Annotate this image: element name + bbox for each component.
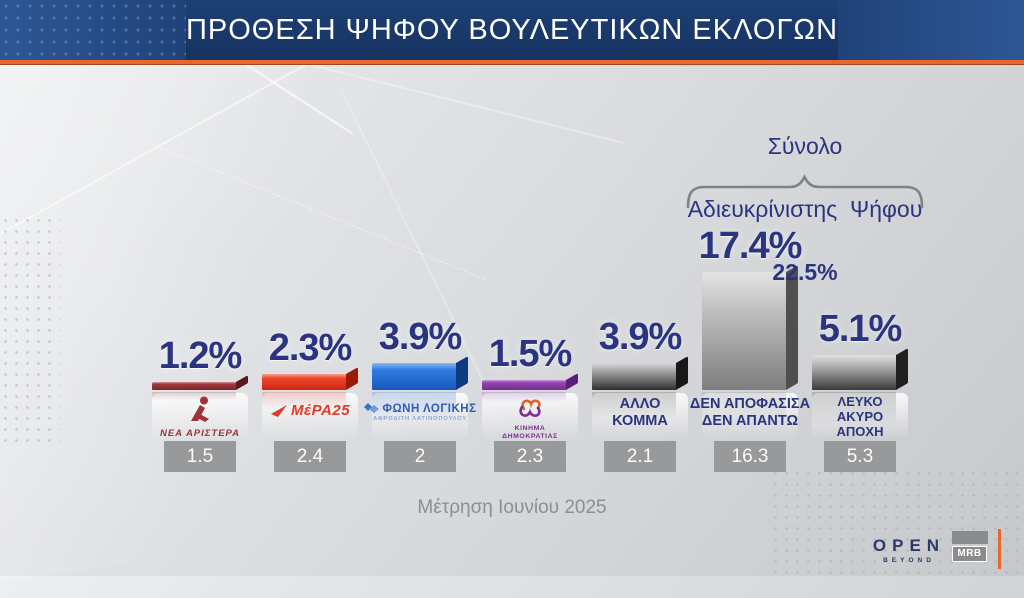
bar-face [262,374,346,390]
party-logo-text: ΝΕΑ ΑΡΙΣΤΕΡΑ [159,428,241,439]
previous-value-box: 2.3 [494,441,566,472]
bar-side-face [566,373,578,390]
bar-column-mera25: 2.3% ΜέΡΑ25 2.4 [262,0,358,576]
mera25-arrow-icon [270,404,287,417]
bar-side-face [456,356,468,390]
open-tv-logo: OPEN BEYOND [866,536,952,564]
category-label: ΛΕΥΚΟ ΑΚΥΡΟ ΑΠΟΧΗ [790,394,930,439]
bar-face [702,272,786,390]
previous-value-box: 1.5 [164,441,236,472]
previous-value-box: 2.4 [274,441,346,472]
previous-value-box: 2 [384,441,456,472]
survey-date-note: Μέτρηση Ιουνίου 2025 [417,497,607,518]
reflection-plate [372,393,468,439]
bar-column-allo-komma: 3.9% ΑΛΛΟ ΚΟΜΜΑ 2.1 [592,0,688,576]
bar-3d [262,367,358,390]
bar-side-face [236,375,248,390]
bar-3d [702,265,798,390]
bar-reflection [262,392,346,408]
party-logo-text-line2: ΔΗΜΟΚΡΑΤΙΑΣ [502,433,558,440]
category-label-line1: ΛΕΥΚΟ [837,394,883,409]
bar-reflection [812,392,896,426]
mrb-logo-block [952,531,988,544]
category-label-line1: ΔΕΝ ΑΠΟΦΑΣΙΣΑ [689,396,811,412]
previous-value-box: 2.1 [604,441,676,472]
reflection-plate [812,393,908,439]
category-label-line1: ΑΛΛΟ [619,396,661,412]
percent-label: 17.4% [698,225,803,267]
bar-column-leuko-akyro-apoxi: 5.1% ΛΕΥΚΟ ΑΚΥΡΟ ΑΠΟΧΗ 5.3 [812,0,908,576]
annotation-value: 22.5% [772,259,838,285]
bar-column-den-apofasisa: 17.4% ΔΕΝ ΑΠΟΦΑΣΙΣΑ ΔΕΝ ΑΠΑΝΤΩ 16.3 [690,0,810,576]
percent-label: 1.5% [488,333,573,375]
orange-tick [998,529,1001,569]
dot-pattern-left [0,215,60,445]
bar-column-nea-aristera: 1.2% ΝΕΑ ΑΡΙΣΤΕΡΑ 1.5 [152,0,248,576]
bar-reflection [152,392,236,400]
party-logo-mera25: ΜέΡΑ25 [245,402,375,419]
open-logo-subtext: BEYOND [883,557,935,564]
open-logo-text: OPEN [872,536,946,555]
kinima-dimokratias-ribbon-icon [519,399,541,417]
percent-label: 1.2% [158,335,243,377]
bar-reflection [592,392,676,419]
bar-side-face [346,367,358,390]
annotation-line-2: Αδιευκρίνιστης Ψήφου [687,196,923,222]
mrb-logo-text: MRB [952,546,987,562]
header-dot-pattern [0,0,190,60]
percent-label: 2.3% [268,327,353,369]
orange-divider [0,60,1024,65]
percent-label: 5.1% [818,308,903,350]
category-label-line2: ΑΚΥΡΟ [836,409,884,424]
bar-reflection [482,392,566,402]
previous-value-box: 16.3 [714,441,786,472]
reflection-plate [592,393,688,439]
party-logo-kinima-dimokratias: ΚΙΝΗΜΑ ΔΗΜΟΚΡΑΤΙΑΣ [465,397,595,441]
bar-reflection [702,392,786,426]
party-logo-text-line1: ΚΙΝΗΜΑ [514,425,546,432]
bar-reflection [372,392,456,419]
bar-3d [812,348,908,390]
category-label: ΑΛΛΟ ΚΟΜΜΑ [570,396,710,430]
category-label-line2: ΚΟΜΜΑ [612,413,668,429]
bar-3d [482,373,578,390]
percent-label: 3.9% [598,316,683,358]
bar-face [372,363,456,390]
bar-side-face [896,348,908,390]
bar-3d [592,356,688,390]
bar-face [482,380,566,390]
party-logo-subtext: ΑΦΡΟΔΙΤΗ ΛΑΤΙΝΟΠΟΥΛΟΥ [373,416,467,422]
party-logo-foni-logikis: ΦΩΝΗ ΛΟΓΙΚΗΣ ΑΦΡΟΔΙΤΗ ΛΑΤΙΝΟΠΟΥΛΟΥ [355,402,485,422]
page-title: ΠΡΟΘΕΣΗ ΨΗΦΟΥ ΒΟΥΛΕΥΤΙΚΩΝ ΕΚΛΟΓΩΝ [185,13,839,46]
mrb-logo: MRB [952,531,990,562]
bar-3d [152,375,248,390]
party-logo-text: ΦΩΝΗ ΛΟΓΙΚΗΣ [382,402,477,415]
bracket [686,174,924,209]
party-logo-text: ΜέΡΑ25 [290,402,351,419]
bar-face [812,355,896,390]
category-label-line2: ΔΕΝ ΑΠΑΝΤΩ [701,413,799,429]
bar-column-kinima-dimokratias: 1.5% ΚΙΝΗΜΑ ΔΗΜΟΚΡΑΤΙΑΣ 2.3 [482,0,578,576]
previous-value-box: 5.3 [824,441,896,472]
foni-logikis-diamond-icon [363,403,379,413]
category-label: ΔΕΝ ΑΠΟΦΑΣΙΣΑ ΔΕΝ ΑΠΑΝΤΩ [680,396,820,430]
bar-column-foni-logikis: 3.9% ΦΩΝΗ ΛΟΓΙΚΗΣ ΑΦΡΟΔΙΤΗ ΛΑΤΙΝΟΠΟΥΛΟΥ … [363,0,476,576]
bar-face [152,382,236,390]
bar-side-face [676,356,688,390]
percent-label: 3.9% [378,316,463,358]
party-logo-nea-aristera: ΝΕΑ ΑΡΙΣΤΕΡΑ [135,396,265,439]
undecided-annotation: Σύνολο Αδιευκρίνιστης Ψήφου 22.5% [645,97,965,304]
bar-face [592,363,676,390]
category-label-line3: ΑΠΟΧΗ [836,424,884,439]
annotation-line-1: Σύνολο [767,133,843,159]
reflection-plate [702,393,798,439]
title-panel: ΠΡΟΘΕΣΗ ΨΗΦΟΥ ΒΟΥΛΕΥΤΙΚΩΝ ΕΚΛΟΓΩΝ [186,0,838,60]
header-band: ΠΡΟΘΕΣΗ ΨΗΦΟΥ ΒΟΥΛΕΥΤΙΚΩΝ ΕΚΛΟΓΩΝ [0,0,1024,60]
bar-3d [372,356,468,390]
nea-aristera-figure-icon [191,396,209,422]
